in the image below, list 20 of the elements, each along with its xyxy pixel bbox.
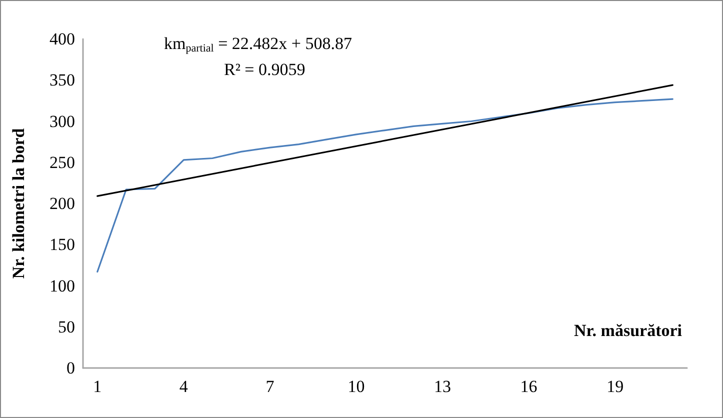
- y-tick-label: 50: [58, 317, 75, 336]
- y-tick-label: 150: [50, 235, 75, 254]
- line-series: [96, 98, 674, 273]
- x-tick-label: 1: [93, 377, 102, 396]
- y-tick-label: 400: [50, 30, 75, 48]
- annotation: R² = 0.9059: [224, 60, 306, 79]
- x-tick-label: 16: [520, 377, 538, 396]
- x-tick-label: 13: [434, 377, 452, 396]
- y-tick-label: 250: [50, 152, 75, 172]
- y-tick-label: 300: [50, 112, 75, 131]
- y-tick-label: 350: [50, 70, 75, 90]
- y-tick-label: 0: [66, 358, 75, 378]
- y-axis-title: Nr. kilometri la bord: [9, 128, 28, 279]
- x-tick-label: 4: [179, 377, 188, 396]
- x-axis-title: Nr. măsurători: [574, 321, 682, 340]
- x-tick-label: 10: [348, 377, 365, 396]
- y-tick-label: 100: [50, 276, 75, 296]
- x-tick-label: 7: [266, 377, 275, 396]
- x-tick-label: 19: [606, 377, 624, 396]
- y-tick-label: 200: [50, 194, 75, 213]
